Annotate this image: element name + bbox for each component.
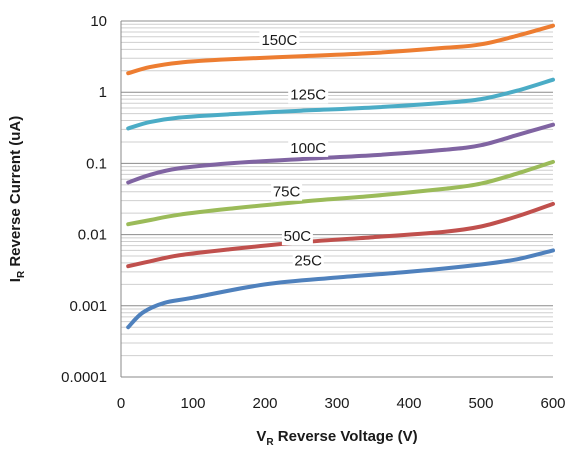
x-axis-title-main: V [256, 428, 266, 445]
y-tick-label: 0.01 [78, 227, 107, 244]
x-tick-label: 300 [324, 395, 349, 412]
annotation-25c: 25C [292, 251, 324, 270]
y-axis-title-rest: Reverse Current (uA) [7, 116, 24, 271]
annotation-label: 75C [273, 184, 301, 201]
annotation-label: 100C [290, 140, 326, 157]
annotation-label: 125C [290, 86, 326, 103]
y-tick-label: 0.1 [86, 155, 107, 172]
annotation-125c: 125C [288, 85, 329, 104]
x-tick-label: 200 [252, 395, 277, 412]
annotation-75c: 75C [271, 182, 303, 201]
annotation-box [271, 182, 303, 201]
x-tick-label: 400 [396, 395, 421, 412]
annotation-box [259, 31, 300, 50]
annotation-label: 25C [294, 253, 322, 270]
series-line-150c [126, 23, 555, 76]
annotation-100c: 100C [288, 138, 329, 157]
series-line-25c [126, 248, 555, 330]
x-axis-title: VR Reverse Voltage (V) [256, 428, 417, 448]
x-axis-title-sub: R [266, 437, 274, 448]
x-tick-label: 100 [180, 395, 205, 412]
annotation-50c: 50C [281, 227, 313, 246]
x-axis-title-rest: Reverse Voltage (V) [274, 428, 418, 445]
x-tick-label: 500 [468, 395, 493, 412]
annotation-box [288, 85, 329, 104]
series-line-100c [126, 122, 555, 185]
x-tick-label: 600 [540, 395, 565, 412]
annotation-box [292, 251, 324, 270]
annotation-box [288, 138, 329, 157]
series-line-75c [126, 159, 555, 227]
series-line-125c [126, 77, 555, 131]
annotation-box [281, 227, 313, 246]
annotation-150c: 150C [259, 31, 300, 50]
x-tick-label: 0 [117, 395, 125, 412]
y-axis-title-main: I [7, 278, 24, 282]
series-line-50c [126, 201, 555, 269]
annotation-label: 150C [261, 32, 297, 49]
x-tick-labels: 0 100 200 300 400 500 600 [117, 395, 566, 412]
series-group [126, 23, 555, 330]
y-tick-label: 10 [90, 13, 107, 30]
y-tick-label: 0.0001 [61, 369, 107, 386]
y-tick-labels: 10 1 0.1 0.01 0.001 0.0001 [61, 13, 107, 386]
annotations-group: 150C 125C 100C 75C 50C 25C [259, 31, 329, 270]
y-axis-title: IR Reverse Current (uA) [7, 116, 27, 282]
y-tick-label: 1 [99, 84, 107, 101]
y-tick-label: 0.001 [69, 298, 107, 315]
y-axis-title-sub: R [16, 270, 27, 278]
annotation-label: 50C [284, 228, 312, 245]
axes [120, 21, 553, 378]
